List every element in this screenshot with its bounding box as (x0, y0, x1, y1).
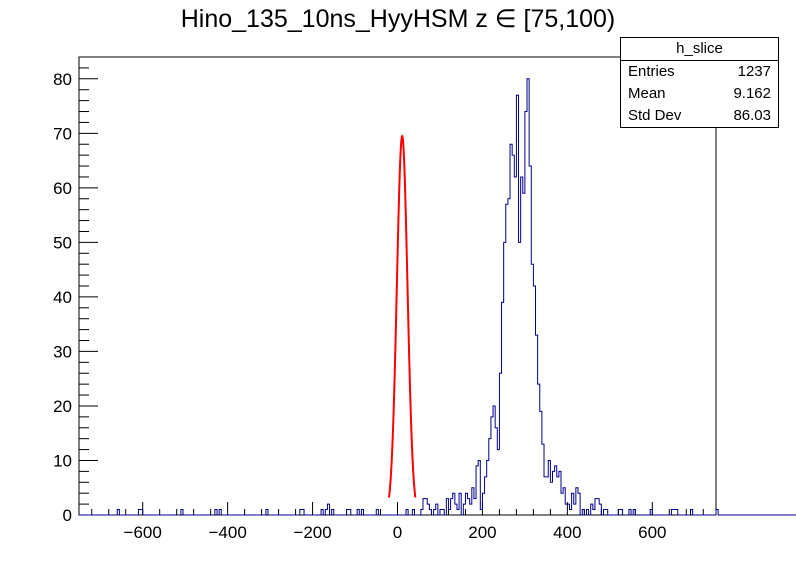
y-tick-label: 30 (53, 342, 72, 361)
stats-value: 1237 (737, 63, 771, 80)
histogram-series (79, 78, 796, 516)
y-tick-label: 10 (53, 451, 72, 470)
stats-label: Std Dev (628, 107, 682, 124)
y-tick-label: 20 (53, 397, 72, 416)
stats-label: Mean (628, 85, 666, 102)
x-tick-labels: −600 −400 −200 0 200 400 600 (124, 523, 667, 542)
y-tick-label: 0 (63, 506, 72, 525)
x-tick-label: 400 (553, 523, 581, 542)
stats-label: Entries (628, 63, 675, 80)
x-tick-label: −200 (293, 523, 331, 542)
axis-ticks (79, 56, 704, 516)
x-tick-label: −400 (208, 523, 246, 542)
x-tick-label: 600 (638, 523, 666, 542)
y-tick-labels: 0 10 20 30 40 50 60 70 80 (53, 70, 72, 525)
y-tick-label: 70 (53, 124, 72, 143)
chart-title: Hino_135_10ns_HyyHSM z ∈ [75,100) (180, 5, 616, 33)
stats-row-mean: Mean 9.162 (621, 83, 778, 105)
x-tick-label: 0 (393, 523, 402, 542)
y-tick-label: 80 (53, 70, 72, 89)
x-tick-label: −600 (124, 523, 162, 542)
stats-box: h_slice Entries 1237 Mean 9.162 Std Dev … (620, 37, 779, 128)
y-tick-label: 60 (53, 179, 72, 198)
y-tick-label: 40 (53, 288, 72, 307)
gaussian-fit-curve (388, 134, 417, 498)
stats-row-entries: Entries 1237 (621, 61, 778, 83)
x-tick-label: 200 (468, 523, 496, 542)
stats-box-title: h_slice (621, 38, 778, 61)
stats-value: 9.162 (733, 85, 771, 102)
stats-row-stddev: Std Dev 86.03 (621, 105, 778, 127)
y-tick-label: 50 (53, 233, 72, 252)
stats-value: 86.03 (733, 107, 771, 124)
